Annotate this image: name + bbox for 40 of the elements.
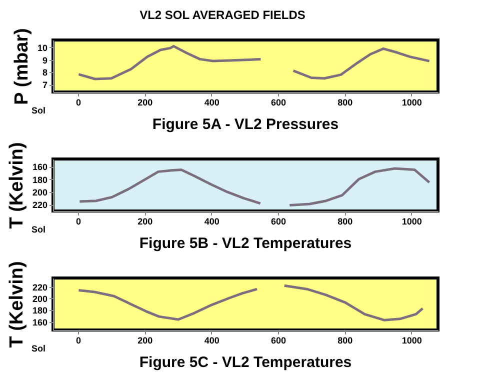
x-tick-label: 400 [204,98,220,108]
y-tick-label: 7 [42,80,48,90]
x-tick-label: 0 [76,98,82,108]
y-tick-label: 200 [32,294,48,304]
y-tick-label: 220 [32,282,48,292]
x-tick-label: 1000 [402,98,422,108]
y-tick-label: 10 [37,42,48,53]
x-tick-label: 800 [338,98,353,108]
x-tick-label: 200 [138,98,153,108]
x-axis-title: Sol [31,224,46,234]
x-tick-label: 800 [338,216,353,226]
x-tick-label: 600 [270,216,286,226]
y-axis-title: T (Kelvin) [6,261,28,348]
x-tick-label: 800 [338,336,353,346]
x-tick-label: 200 [138,336,153,346]
y-tick-label: 200 [32,187,48,198]
y-tick-label: 180 [32,306,48,316]
caption: Figure 5A - VL2 Pressures [152,116,339,133]
x-tick-label: 0 [76,336,82,346]
x-tick-label: 600 [270,336,286,346]
y-tick-label: 180 [32,174,48,185]
x-tick-label: 400 [204,336,220,346]
y-tick-label: 8 [42,68,48,78]
y-axis-title: P (mbar) [11,28,32,105]
x-tick-label: 1000 [402,336,422,346]
caption: Figure 5C - VL2 Temperatures [139,354,352,371]
y-tick-label: 160 [32,162,48,172]
x-tick-label: 0 [76,216,82,226]
x-tick-label: 600 [270,98,286,108]
caption: Figure 5B - VL2 Temperatures [139,235,352,252]
x-tick-label: 1000 [402,216,422,226]
y-axis-title: T (Kelvin) [6,142,28,229]
y-tick-label: 220 [32,200,48,210]
chart-title: VL2 SOL AVERAGED FIELDS [140,8,306,22]
x-tick-label: 200 [138,216,153,226]
y-tick-label: 9 [42,55,48,66]
x-axis-title: Sol [31,106,46,116]
y-tick-label: 160 [32,317,48,328]
x-tick-label: 400 [204,216,220,226]
x-axis-title: Sol [31,344,46,354]
